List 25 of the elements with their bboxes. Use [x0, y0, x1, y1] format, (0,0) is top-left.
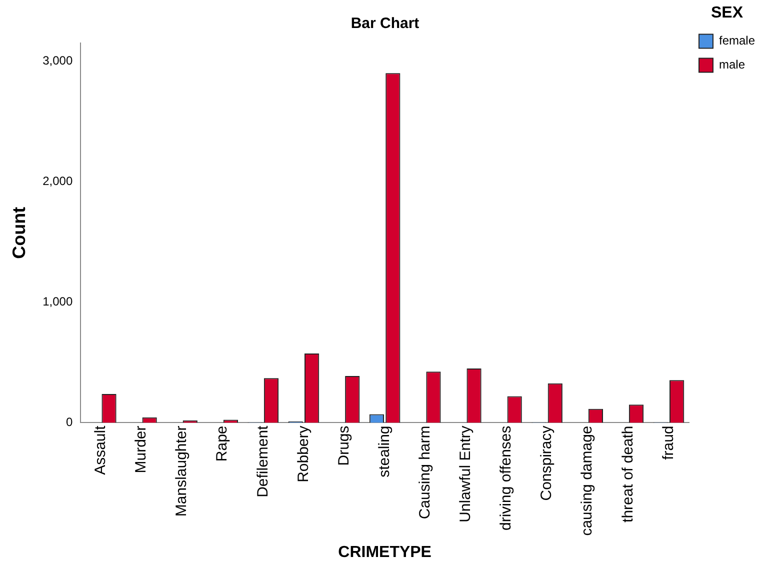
x-tick-label: Conspiracy [538, 425, 556, 501]
legend-title: SEX [710, 4, 744, 22]
y-tick-label: 2,000 [42, 174, 73, 188]
x-tick-label: Defilement [254, 424, 272, 498]
x-tick-label: stealing [376, 426, 393, 478]
x-tick-label: causing damage [578, 426, 596, 536]
y-axis-title: Count [8, 206, 29, 259]
x-tick-label: Murder [132, 426, 150, 474]
y-tick-label: 1,000 [42, 294, 73, 308]
x-tick-label: Rape [214, 426, 231, 462]
x-tick-label: Assault [92, 424, 110, 475]
legend-label: male [718, 58, 746, 72]
legend-label: female [718, 34, 756, 48]
y-tick-label: 0 [66, 415, 73, 430]
x-tick-label: threat of death [619, 426, 636, 522]
chart-title: Bar Chart [350, 15, 420, 32]
x-tick-label: Manslaughter [173, 426, 190, 517]
x-tick-label: Robbery [294, 425, 312, 482]
x-tick-label: Drugs [335, 426, 352, 466]
x-tick-label: Causing harm [416, 426, 434, 520]
x-tick-label: driving offenses [498, 426, 515, 531]
x-axis-title: CRIMETYPE [338, 544, 432, 561]
y-tick-label: 3,000 [42, 53, 73, 68]
x-tick-label: Unlawful Entry [457, 425, 474, 522]
x-tick-label: fraud [660, 426, 677, 460]
